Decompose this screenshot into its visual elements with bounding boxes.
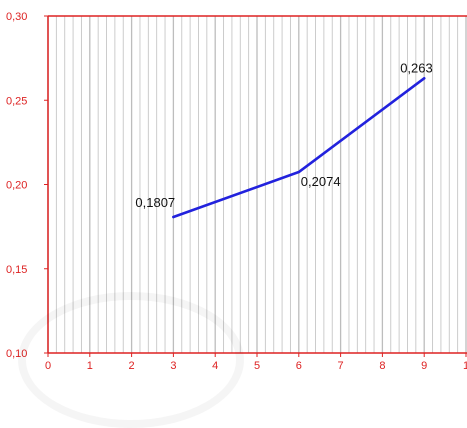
x-tick-label: 0 — [45, 360, 51, 372]
data-label: 0,263 — [400, 60, 433, 75]
line-chart: 0,100,150,200,250,300 1 2 3 4 5 6 7 8 9 1 0,18070,… — [6, 11, 467, 372]
y-tick-label: 0,20 — [6, 180, 27, 192]
data-label: 0,2074 — [301, 174, 341, 189]
y-tick-label: 0,25 — [6, 95, 27, 107]
y-tick-label: 0,30 — [6, 11, 27, 23]
data-labels: 0,1807 0,2074 0,263 — [135, 60, 432, 210]
y-tick-label: 0,10 — [6, 348, 27, 360]
data-point — [172, 215, 175, 219]
x-tick-label: 8 — [379, 360, 385, 372]
series-group — [172, 77, 426, 219]
x-tick-label: 7 — [338, 360, 344, 372]
tick-labels: 0,10 0,15 0,20 0,25 0,30 0 1 2 3 4 5 6 7 8 9 1 — [6, 11, 467, 372]
data-label: 0,1807 — [135, 195, 175, 210]
grid-lines — [47, 16, 467, 353]
data-point — [297, 170, 300, 174]
data-point — [423, 77, 426, 80]
x-tick-label: 3 — [170, 360, 176, 372]
x-tick-label: 1 — [87, 360, 93, 372]
x-tick-label: 5 — [254, 360, 260, 372]
x-tick-label: 1 — [463, 360, 467, 372]
x-tick-label: 6 — [296, 360, 302, 372]
x-tick-label: 9 — [421, 360, 427, 372]
y-tick-label: 0,15 — [6, 264, 27, 276]
x-tick-label: 2 — [129, 360, 135, 372]
x-tick-label: 4 — [212, 360, 218, 372]
